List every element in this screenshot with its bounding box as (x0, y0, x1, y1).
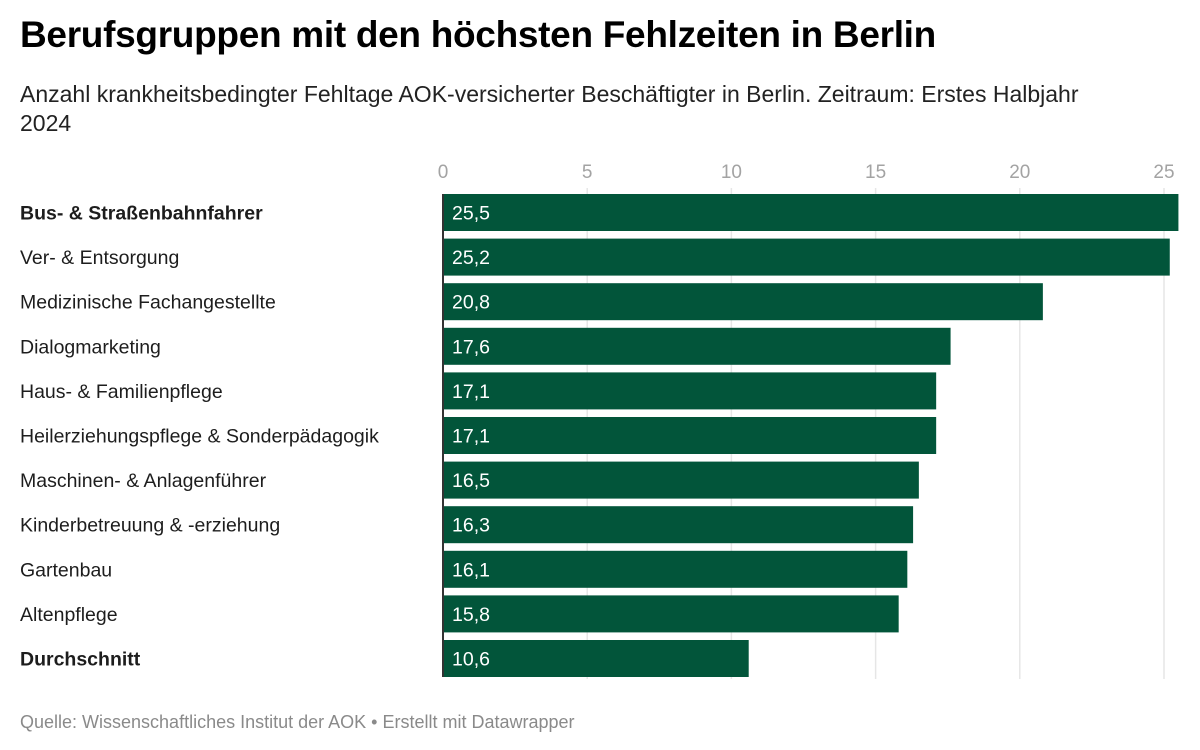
category-label: Maschinen- & Anlagenführer (20, 470, 267, 492)
credit-note: Erstellt mit Datawrapper (382, 712, 575, 732)
bar (443, 640, 749, 677)
value-label: 17,1 (452, 381, 490, 403)
value-label: 16,5 (452, 470, 490, 492)
category-label: Medizinische Fachangestellte (20, 292, 276, 314)
value-label: 10,6 (452, 649, 490, 671)
category-label: Durchschnitt (20, 649, 141, 671)
value-label: 25,2 (452, 247, 490, 269)
x-tick-label: 15 (865, 162, 886, 183)
category-label: Heilerziehungspflege & Sonderpädagogik (20, 426, 379, 448)
value-label: 16,1 (452, 559, 490, 581)
bar (443, 417, 937, 454)
x-axis-ticks: 0 5 10 15 20 25 (438, 162, 1175, 183)
category-label: Altenpflege (20, 604, 118, 626)
bar (443, 506, 914, 544)
value-label: 17,1 (452, 426, 490, 448)
value-label: 25,5 (452, 203, 490, 225)
footer: Quelle: Wissenschaftliches Institut der … (20, 712, 575, 733)
value-labels: 25,5 25,2 20,8 17,6 17,1 17,1 16,5 16,3 16,1 15,8… (452, 203, 490, 671)
category-label: Bus- & Straßenbahnfahrer (20, 203, 263, 225)
value-label: 20,8 (452, 292, 490, 314)
bar-chart: 0 5 10 15 20 25 Bus- & Straßenbahnfahrer Ver- … (20, 162, 1179, 679)
bar (443, 550, 908, 588)
value-label: 15,8 (452, 604, 490, 626)
value-label: 17,6 (452, 336, 490, 358)
x-tick-label: 0 (438, 162, 449, 183)
bar (443, 595, 899, 633)
x-tick-label: 10 (721, 162, 742, 183)
x-tick-label: 20 (1009, 162, 1030, 183)
x-tick-label: 25 (1153, 162, 1174, 183)
category-label: Kinderbetreuung & -erziehung (20, 515, 280, 537)
value-label: 16,3 (452, 515, 490, 537)
bar (443, 372, 937, 410)
category-label: Gartenbau (20, 559, 112, 581)
bar (443, 283, 1043, 321)
bar (443, 327, 951, 365)
bar (443, 461, 919, 499)
footer-separator: • (371, 712, 378, 732)
bar (443, 194, 1179, 231)
bars (443, 194, 1179, 677)
category-label: Dialogmarketing (20, 336, 161, 358)
chart-subtitle: Anzahl krankheitsbedingter Fehltage AOK-… (20, 81, 1079, 136)
chart-title: Berufsgruppen mit den höchsten Fehlzeite… (20, 14, 936, 55)
x-tick-label: 5 (582, 162, 593, 183)
category-label: Haus- & Familienpflege (20, 381, 223, 403)
bar (443, 238, 1170, 276)
source-note: Quelle: Wissenschaftliches Institut der … (20, 712, 367, 732)
category-label: Ver- & Entsorgung (20, 247, 179, 269)
category-labels: Bus- & Straßenbahnfahrer Ver- & Entsorgun… (20, 203, 379, 671)
